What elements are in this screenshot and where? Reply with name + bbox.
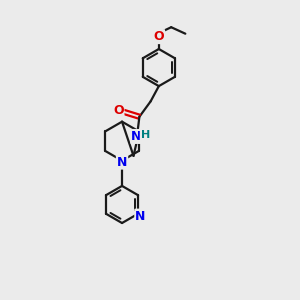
Text: N: N [131, 130, 142, 143]
Text: N: N [117, 156, 127, 169]
Text: O: O [154, 30, 164, 43]
Text: N: N [135, 210, 146, 223]
Text: O: O [113, 104, 124, 117]
Text: H: H [141, 130, 150, 140]
